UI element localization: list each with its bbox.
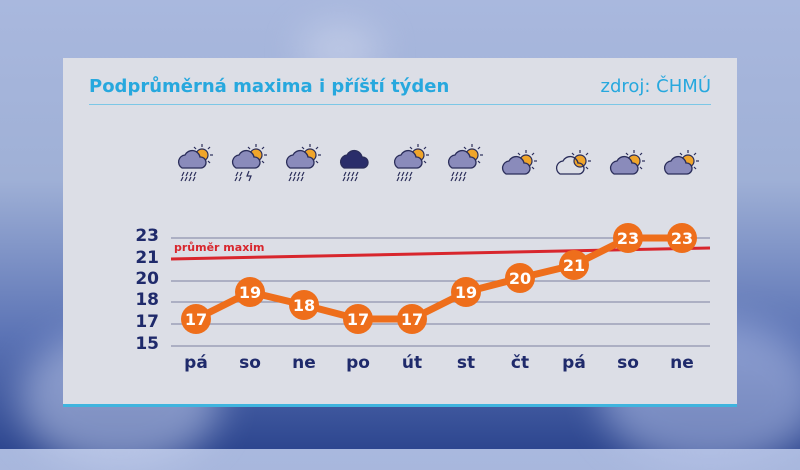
forecast-panel: Podprůměrná maxima i příští týden zdroj:… [63,58,737,407]
title-divider [89,104,711,105]
svg-text:21: 21 [563,256,585,275]
svg-text:17: 17 [401,310,423,329]
average-line-label: průměr maxim [174,241,265,254]
y-tick-label: 17 [135,312,159,332]
weather-icons-row [168,142,728,182]
y-tick-label: 15 [135,334,159,354]
svg-text:18: 18 [293,296,315,315]
x-tick-label: ne [292,353,316,373]
data-point: 17 [397,304,427,334]
partly-cloudy-icon [606,148,650,188]
data-point: 18 [289,290,319,320]
partly-cloudy-icon [498,148,542,188]
rain-icon [336,142,380,182]
partly-cloudy-icon [660,148,704,188]
x-tick-label: so [617,353,639,373]
data-point: 17 [181,304,211,334]
x-tick-label: ne [670,353,694,373]
mostly-sunny-icon [552,148,596,188]
partly-cloudy-rain-icon [444,142,488,182]
x-tick-label: út [401,353,423,373]
x-tick-label: čt [510,353,530,373]
data-point: 19 [235,277,265,307]
data-point: 23 [613,223,643,253]
data-point: 20 [505,263,535,293]
partly-cloudy-rain-icon [390,142,434,182]
x-tick-label: pá [562,353,586,373]
svg-text:17: 17 [185,310,207,329]
x-tick-label: po [346,353,370,373]
data-point: 17 [343,304,373,334]
svg-text:20: 20 [509,269,531,288]
y-tick-label: 18 [135,290,159,310]
chart-title: Podprůměrná maxima i příští týden [89,76,450,97]
data-point: 19 [451,277,481,307]
x-tick-label: so [239,353,261,373]
partly-cloudy-rain-icon [282,142,326,182]
data-source: zdroj: ČHMÚ [600,76,712,97]
temperature-line [194,234,682,323]
svg-text:19: 19 [239,283,261,302]
partly-cloudy-rain-icon [174,142,218,182]
svg-text:17: 17 [347,310,369,329]
data-point: 21 [559,250,589,280]
x-tick-label: pá [184,353,208,373]
partly-cloudy-thunderstorm-icon [228,142,272,182]
svg-text:23: 23 [617,229,639,248]
x-tick-label: st [456,353,476,373]
svg-text:19: 19 [455,283,477,302]
y-tick-label: 21 [135,248,159,268]
y-tick-label: 20 [135,269,159,289]
data-point: 23 [667,223,697,253]
temperature-chart: 17 19 18 17 17 19 20 21 23 23 [170,223,711,347]
y-tick-label: 23 [135,226,159,246]
svg-text:23: 23 [671,229,693,248]
